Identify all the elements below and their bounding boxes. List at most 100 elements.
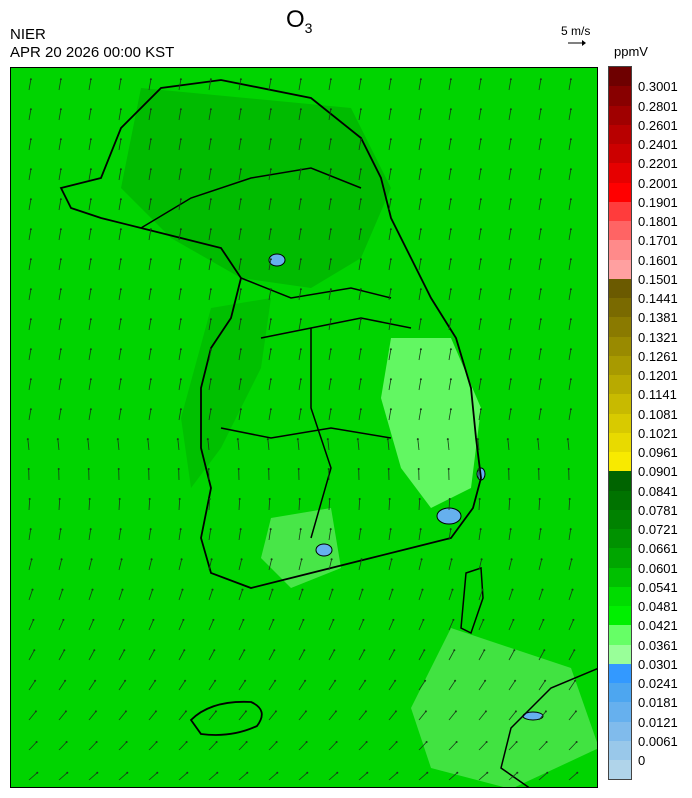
wind-vector-head xyxy=(418,498,421,500)
wind-vector-head xyxy=(576,771,579,774)
wind-vector-head xyxy=(479,228,482,231)
wind-vector xyxy=(298,498,301,511)
wind-vector-head xyxy=(239,258,242,261)
wind-vector xyxy=(268,199,272,211)
wind-vector-head xyxy=(149,528,152,531)
wind-vector xyxy=(568,229,572,241)
wind-vector xyxy=(178,589,183,601)
wind-vector xyxy=(88,529,92,541)
wind-vector xyxy=(28,498,31,511)
wind-vector xyxy=(388,498,391,511)
wind-vector-head xyxy=(359,228,362,231)
wind-vector xyxy=(328,741,337,751)
wind-vector xyxy=(538,680,546,691)
wind-vector-head xyxy=(119,108,122,111)
wind-vector-head xyxy=(59,258,62,261)
wind-vector-head xyxy=(479,108,482,111)
wind-vector xyxy=(268,619,274,631)
wind-vector-head xyxy=(509,378,512,381)
wind-vector xyxy=(28,169,32,181)
wind-vector xyxy=(238,169,242,181)
wind-vector xyxy=(118,559,122,571)
wind-vector xyxy=(178,199,182,211)
wind-vector-head xyxy=(118,498,121,500)
wind-vector-head xyxy=(388,498,391,500)
wind-vector xyxy=(568,680,576,691)
wind-vector xyxy=(238,680,246,691)
wind-vector-head xyxy=(299,348,302,351)
wind-vector-head xyxy=(569,198,572,201)
wind-vector xyxy=(448,741,457,751)
legend-tick-label: 0.1801 xyxy=(638,214,678,229)
wind-vector-head xyxy=(29,108,32,111)
wind-vector-head xyxy=(569,378,572,381)
wind-vector-head xyxy=(238,498,241,500)
wind-vector xyxy=(448,259,452,271)
wind-vector xyxy=(508,741,517,751)
wind-vector xyxy=(298,229,302,241)
wind-vector-head xyxy=(59,528,62,531)
wind-vector-head xyxy=(63,649,66,652)
wind-vector xyxy=(118,589,123,601)
wind-vector-head xyxy=(179,408,182,411)
wind-vector xyxy=(508,319,512,331)
wind-vector-head xyxy=(29,228,32,231)
wind-vector xyxy=(328,498,331,511)
wind-vector xyxy=(418,169,422,181)
wind-vector xyxy=(448,379,452,391)
wind-vector xyxy=(538,650,545,661)
wind-vector xyxy=(478,559,482,571)
wind-vector xyxy=(58,650,65,661)
wind-vector xyxy=(478,289,482,301)
wind-vector-head xyxy=(509,288,512,291)
legend-swatch xyxy=(609,509,631,529)
wind-vector xyxy=(388,139,392,151)
wind-vector-head xyxy=(329,78,332,81)
wind-vector xyxy=(268,109,272,121)
wind-vector xyxy=(478,498,481,511)
wind-vector-head xyxy=(389,228,392,231)
wind-vector-head xyxy=(574,679,577,682)
wind-vector-head xyxy=(29,288,32,291)
wind-vector xyxy=(537,439,540,451)
wind-vector xyxy=(358,741,367,751)
wind-vector xyxy=(328,619,334,631)
wind-vector xyxy=(148,529,152,541)
coastline xyxy=(59,79,482,589)
wind-vector-head xyxy=(181,588,184,591)
wind-vector xyxy=(508,498,511,511)
wind-vector xyxy=(57,439,60,451)
wind-reference-label: 5 m/s xyxy=(561,24,591,38)
wind-vector xyxy=(88,650,95,661)
wind-vector-head xyxy=(269,528,272,531)
wind-vector-head xyxy=(89,138,92,141)
wind-vector xyxy=(508,349,512,361)
wind-vector-head xyxy=(391,588,394,591)
wind-vector xyxy=(178,711,187,721)
wind-vector xyxy=(538,379,542,391)
wind-vector-head xyxy=(329,228,332,231)
wind-vector-head xyxy=(329,168,332,171)
wind-vector-head xyxy=(569,78,572,81)
wind-vector xyxy=(208,289,212,301)
wind-vector xyxy=(508,680,516,691)
wind-vector-head xyxy=(420,558,423,561)
wind-vector xyxy=(118,409,122,421)
wind-vector-head xyxy=(568,498,571,500)
wind-vector-head xyxy=(214,710,217,713)
wind-vector-head xyxy=(179,168,182,171)
wind-vector xyxy=(568,589,573,601)
wind-vector xyxy=(118,319,122,331)
wind-vector xyxy=(238,379,242,391)
legend-swatch xyxy=(609,201,631,221)
wind-vector-head xyxy=(330,558,333,561)
wind-vector xyxy=(208,229,212,241)
wind-vector xyxy=(448,289,452,301)
wind-vector xyxy=(508,259,512,271)
wind-vector xyxy=(28,409,32,421)
wind-vector xyxy=(58,680,66,691)
wind-vector-head xyxy=(419,138,422,141)
wind-vector xyxy=(328,259,332,271)
legend-swatch xyxy=(609,163,631,183)
wind-vector xyxy=(148,650,155,661)
